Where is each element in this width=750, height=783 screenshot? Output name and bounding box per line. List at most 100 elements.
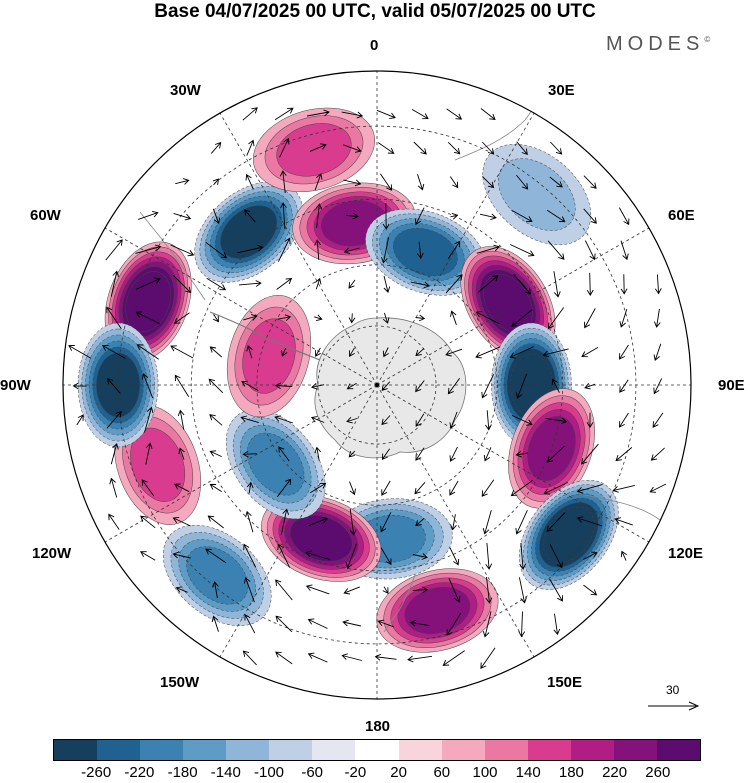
colorbar-ticks: -260 -220 -180 -140 -100 -60 -20 20 60 100 140 180 2…	[0, 764, 750, 783]
wind-vector-arrow	[583, 175, 597, 189]
wind-vector-arrow	[583, 584, 598, 596]
wind-vector-arrow	[549, 176, 563, 188]
wind-vector-arrow	[246, 481, 254, 494]
wind-vector-arrow	[278, 446, 290, 462]
lon-label-30w: 30W	[170, 82, 201, 99]
wind-vector-arrow	[173, 312, 190, 324]
wind-vector-arrow	[245, 510, 254, 533]
wind-vector-arrow	[209, 414, 223, 426]
wind-vector-arrow	[177, 409, 185, 430]
meridian-line	[376, 384, 535, 658]
wind-vector-arrow	[246, 139, 255, 156]
wind-vector-arrow	[275, 651, 293, 665]
antarctic-peninsula	[209, 311, 321, 361]
wind-vector-arrow	[207, 515, 224, 529]
wind-vector-arrow	[378, 142, 395, 154]
lon-label-90e: 90E	[718, 377, 745, 394]
wind-vector-arrow	[653, 378, 663, 395]
wind-vector-arrow	[383, 275, 391, 293]
wind-vector-arrow	[415, 348, 425, 357]
wind-vector-arrow	[243, 543, 257, 568]
reference-vector	[648, 701, 700, 711]
wind-vector-arrow	[412, 586, 429, 594]
wind-vector-arrow	[241, 380, 259, 391]
wind-vector-arrow	[205, 241, 228, 259]
wind-vector-arrow	[170, 345, 194, 359]
wind-vector-arrow	[308, 516, 329, 527]
wind-vector-arrow	[209, 346, 222, 358]
height-anomaly-field	[77, 107, 619, 653]
wind-vector-arrow	[140, 551, 156, 561]
wind-vector-arrow	[485, 542, 493, 570]
wind-vectors	[68, 107, 667, 670]
wind-vector-arrow	[276, 277, 293, 290]
wind-vector-arrow	[237, 244, 264, 254]
wind-vector-arrow	[407, 655, 433, 663]
positive-anomaly	[508, 388, 595, 509]
wind-vector-arrow	[410, 281, 431, 289]
wind-vector-arrow	[306, 109, 330, 117]
wind-vector-arrow	[310, 482, 327, 494]
wind-vector-arrow	[314, 173, 323, 191]
wind-vector-arrow	[274, 382, 293, 390]
map-border	[62, 70, 692, 700]
meridian-line	[376, 227, 650, 386]
wind-vector-arrow	[345, 212, 359, 220]
wind-vector-arrow	[415, 314, 426, 322]
wind-vector-arrow	[511, 414, 533, 426]
wind-vector-arrow	[510, 244, 535, 257]
colorbar-tick-label: 20	[390, 764, 407, 781]
negative-anomaly	[194, 181, 303, 283]
lon-label-150w: 150W	[160, 674, 200, 691]
wind-vector-arrow	[480, 647, 496, 670]
wind-vector-arrow	[449, 446, 458, 462]
wind-vector-arrow	[314, 314, 323, 322]
wind-vector-arrow	[545, 417, 568, 425]
wind-vector-arrow	[277, 543, 291, 568]
colorbar-tick-label: 140	[515, 764, 541, 781]
wind-vector-arrow	[109, 477, 118, 498]
wind-vector-arrow	[244, 209, 256, 223]
colorbar-tick-label: -220	[124, 764, 155, 781]
wind-vector-arrow	[447, 378, 460, 395]
wind-vector-arrow	[281, 347, 288, 357]
wind-vector-arrow	[140, 515, 156, 529]
wind-vector-arrow	[382, 312, 390, 324]
wind-vector-arrow	[174, 483, 190, 493]
anomaly-contour	[543, 506, 595, 563]
wind-vector-arrow	[449, 547, 460, 566]
lon-label-90w: 90W	[0, 377, 31, 394]
wind-vector-arrow	[343, 144, 362, 153]
lon-label-30e: 30E	[548, 82, 575, 99]
wind-vector-arrow	[509, 346, 534, 359]
wind-vector-arrow	[380, 173, 393, 191]
wind-vector-arrow	[449, 411, 458, 429]
lon-label-60w: 60W	[30, 207, 61, 224]
wind-vector-arrow	[348, 450, 356, 458]
negative-anomaly	[519, 479, 619, 590]
wind-vector-arrow	[382, 347, 389, 358]
wind-vector-arrow	[209, 483, 222, 492]
meridian-line	[219, 384, 378, 658]
latitude-circle	[317, 325, 437, 445]
wind-vector-arrow	[348, 279, 356, 289]
wind-vector-arrow	[477, 275, 499, 293]
wind-vector-arrow	[307, 618, 328, 629]
wind-vector-arrow	[343, 179, 362, 187]
wind-vector-arrow	[446, 108, 463, 120]
lon-label-120e: 120E	[668, 545, 704, 562]
brand-mark: ©	[704, 35, 711, 44]
lon-label-150e: 150E	[547, 674, 583, 691]
wind-vector-arrow	[172, 551, 191, 559]
wind-vector-arrow	[172, 516, 191, 527]
colorbar-tick-label: -20	[344, 764, 367, 781]
colorbar-bin	[54, 740, 98, 760]
wind-vector-arrow	[481, 479, 495, 497]
negative-anomaly	[365, 208, 486, 296]
wind-vector-arrow	[239, 280, 262, 287]
positive-anomaly	[376, 568, 499, 653]
wind-vector-arrow	[349, 481, 356, 496]
wind-vector-arrow	[409, 619, 430, 627]
wind-vector-arrow	[546, 209, 566, 223]
wind-vector-arrow	[173, 275, 192, 294]
